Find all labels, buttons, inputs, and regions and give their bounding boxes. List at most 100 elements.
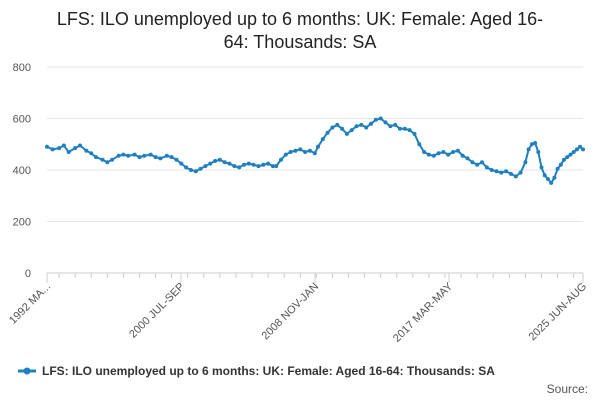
- data-point[interactable]: [179, 161, 184, 166]
- data-point[interactable]: [494, 169, 499, 174]
- data-point[interactable]: [89, 151, 94, 156]
- data-point[interactable]: [312, 151, 317, 156]
- data-point[interactable]: [431, 153, 436, 158]
- data-point[interactable]: [188, 168, 193, 172]
- data-point[interactable]: [460, 153, 465, 158]
- data-point[interactable]: [100, 157, 105, 162]
- data-point[interactable]: [121, 152, 126, 157]
- data-point[interactable]: [529, 142, 534, 147]
- data-point[interactable]: [436, 151, 441, 156]
- data-point[interactable]: [555, 166, 560, 171]
- data-point[interactable]: [116, 153, 121, 158]
- data-point[interactable]: [303, 150, 308, 154]
- data-point[interactable]: [565, 155, 570, 160]
- data-point[interactable]: [568, 152, 573, 157]
- data-point[interactable]: [132, 152, 137, 157]
- data-point[interactable]: [307, 148, 312, 153]
- data-point[interactable]: [261, 162, 266, 167]
- data-point[interactable]: [256, 164, 261, 169]
- data-point[interactable]: [84, 148, 89, 153]
- data-point[interactable]: [94, 155, 98, 160]
- data-point[interactable]: [242, 162, 246, 167]
- legend-series-label[interactable]: LFS: ILO unemployed up to 6 months: UK: …: [42, 364, 495, 378]
- data-point[interactable]: [213, 159, 218, 163]
- data-point[interactable]: [142, 153, 147, 158]
- data-point[interactable]: [364, 125, 369, 130]
- data-point[interactable]: [270, 164, 275, 169]
- data-point[interactable]: [383, 120, 388, 125]
- data-point[interactable]: [298, 147, 303, 152]
- data-point[interactable]: [237, 165, 242, 170]
- data-point[interactable]: [73, 146, 78, 151]
- data-point[interactable]: [581, 147, 585, 152]
- data-point[interactable]: [293, 148, 298, 153]
- data-point[interactable]: [222, 160, 227, 165]
- data-point[interactable]: [330, 125, 335, 130]
- data-point[interactable]: [164, 153, 169, 158]
- data-point[interactable]: [470, 160, 475, 165]
- data-point[interactable]: [422, 150, 427, 154]
- data-point[interactable]: [251, 162, 256, 167]
- data-point[interactable]: [475, 162, 480, 167]
- data-point[interactable]: [279, 157, 283, 162]
- data-point[interactable]: [288, 150, 293, 154]
- data-point[interactable]: [354, 124, 359, 129]
- data-point[interactable]: [562, 157, 566, 162]
- data-point[interactable]: [283, 152, 288, 157]
- data-point[interactable]: [137, 155, 142, 160]
- data-point[interactable]: [426, 152, 431, 157]
- data-point[interactable]: [378, 116, 383, 121]
- data-point[interactable]: [227, 161, 232, 166]
- data-point[interactable]: [545, 177, 550, 181]
- data-point[interactable]: [344, 131, 349, 136]
- data-point[interactable]: [78, 143, 82, 148]
- data-point[interactable]: [489, 168, 494, 172]
- data-point[interactable]: [539, 165, 544, 170]
- data-point[interactable]: [169, 155, 174, 160]
- data-point[interactable]: [153, 155, 158, 160]
- data-point[interactable]: [110, 157, 115, 162]
- legend[interactable]: LFS: ILO unemployed up to 6 months: UK: …: [18, 364, 495, 378]
- data-point[interactable]: [158, 156, 163, 161]
- data-point[interactable]: [232, 164, 237, 169]
- data-point[interactable]: [523, 160, 528, 165]
- data-point[interactable]: [518, 170, 523, 175]
- data-point[interactable]: [571, 150, 576, 154]
- data-point[interactable]: [208, 161, 213, 166]
- data-point[interactable]: [455, 148, 460, 153]
- data-point[interactable]: [50, 147, 55, 152]
- data-point[interactable]: [335, 122, 340, 127]
- data-point[interactable]: [465, 156, 470, 161]
- data-point[interactable]: [57, 146, 62, 151]
- data-point[interactable]: [451, 150, 456, 154]
- data-point[interactable]: [184, 165, 189, 170]
- data-point[interactable]: [126, 153, 131, 158]
- data-point[interactable]: [407, 128, 412, 133]
- data-point[interactable]: [536, 150, 541, 154]
- data-point[interactable]: [509, 171, 513, 176]
- data-point[interactable]: [549, 180, 554, 185]
- data-point[interactable]: [533, 141, 538, 145]
- data-point[interactable]: [61, 143, 66, 148]
- data-point[interactable]: [504, 169, 509, 174]
- data-point[interactable]: [369, 121, 373, 126]
- data-point[interactable]: [373, 117, 378, 122]
- data-point[interactable]: [499, 170, 504, 175]
- data-point[interactable]: [217, 157, 222, 162]
- data-point[interactable]: [574, 147, 579, 152]
- data-point[interactable]: [359, 122, 364, 127]
- data-point[interactable]: [349, 128, 354, 133]
- data-point[interactable]: [412, 131, 417, 136]
- data-point[interactable]: [417, 142, 422, 147]
- data-point[interactable]: [105, 160, 110, 165]
- data-point[interactable]: [441, 150, 446, 154]
- data-point[interactable]: [193, 169, 198, 174]
- data-point[interactable]: [174, 157, 179, 162]
- data-point[interactable]: [513, 174, 518, 179]
- data-point[interactable]: [578, 144, 583, 149]
- data-point[interactable]: [552, 175, 557, 180]
- data-point[interactable]: [274, 164, 279, 169]
- data-point[interactable]: [446, 152, 451, 157]
- data-point[interactable]: [203, 164, 208, 169]
- data-point[interactable]: [484, 165, 489, 170]
